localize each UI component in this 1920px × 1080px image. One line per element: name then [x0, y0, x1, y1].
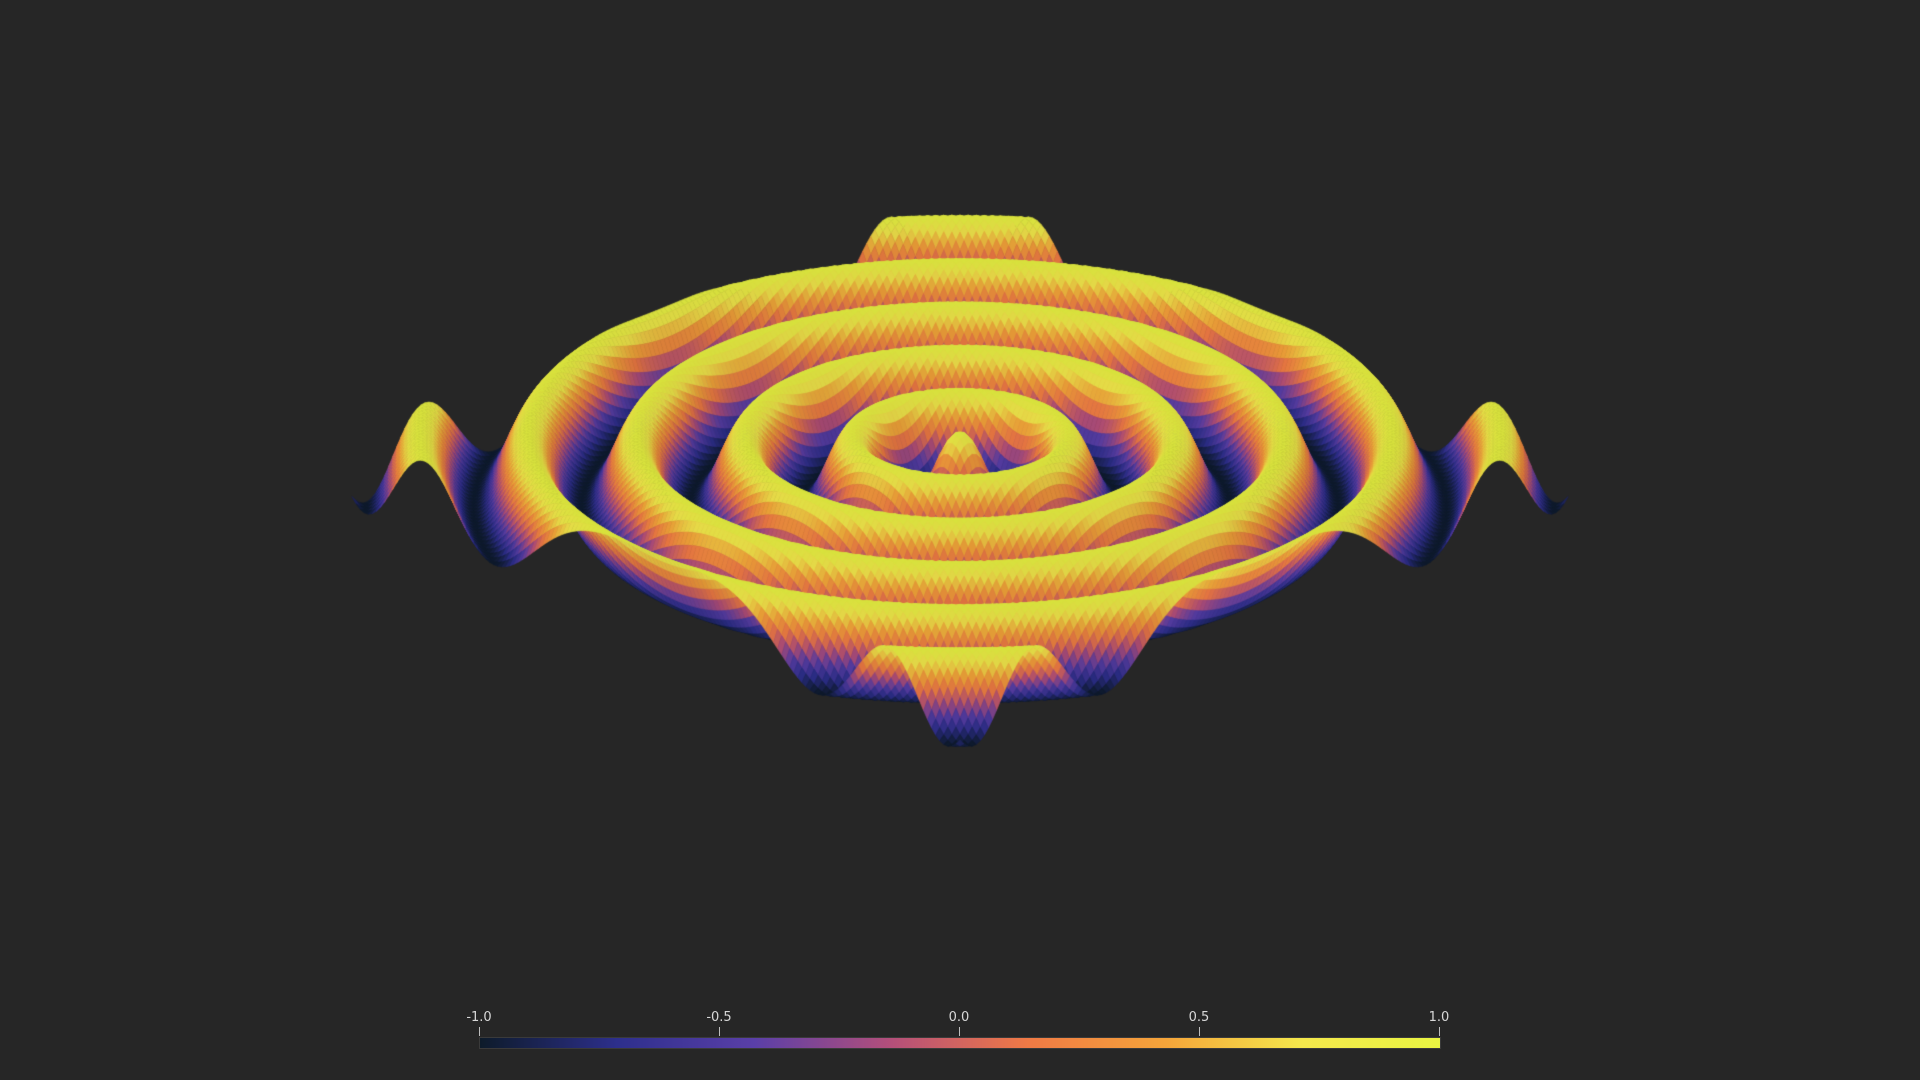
- colorbar-tick: [959, 1027, 960, 1036]
- colorbar: -1.0 -0.5 0.0 0.5 1.0: [466, 1010, 1449, 1050]
- colorbar-tick: [1439, 1027, 1440, 1036]
- colorbar-tick-label: 1.0: [1428, 1010, 1450, 1025]
- colorbar-tick: [1199, 1027, 1200, 1036]
- colorbar-tick-label: 0.5: [1188, 1010, 1210, 1025]
- colorbar-gradient: [479, 1037, 1441, 1049]
- colorbar-tick: [719, 1027, 720, 1036]
- colorbar-tick-label: -0.5: [706, 1010, 732, 1025]
- colorbar-tick-label: 0.0: [948, 1010, 970, 1025]
- colorbar-tick: [479, 1027, 480, 1036]
- colorbar-tick-label: -1.0: [466, 1010, 492, 1025]
